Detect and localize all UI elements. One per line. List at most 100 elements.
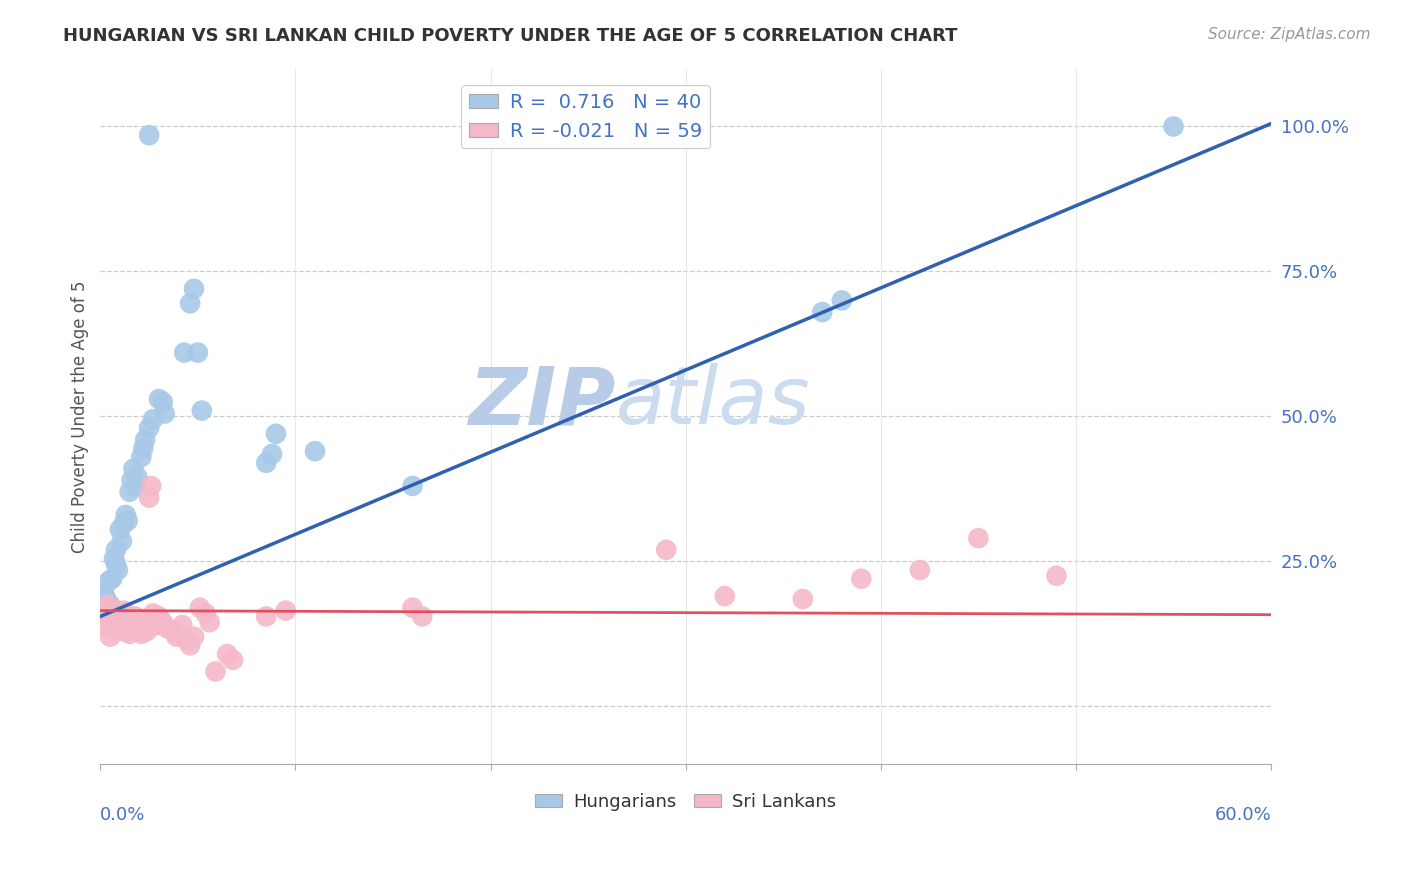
Point <box>112 612 135 626</box>
Point <box>194 607 217 621</box>
Point <box>254 456 277 470</box>
Point <box>811 305 834 319</box>
Point <box>143 612 166 626</box>
Point <box>152 395 174 409</box>
Point <box>112 516 135 531</box>
Point <box>1163 120 1185 134</box>
Point <box>179 296 201 310</box>
Text: 60.0%: 60.0% <box>1215 806 1271 824</box>
Point <box>254 609 277 624</box>
Point <box>967 531 990 545</box>
Point <box>134 621 156 635</box>
Point <box>148 609 170 624</box>
Point <box>118 484 141 499</box>
Point <box>93 618 115 632</box>
Point <box>792 592 814 607</box>
Point <box>908 563 931 577</box>
Point <box>131 450 153 464</box>
Point <box>174 632 197 647</box>
Point <box>98 609 121 624</box>
Point <box>132 615 155 630</box>
Point <box>191 403 214 417</box>
Point <box>122 461 145 475</box>
Point <box>127 624 149 638</box>
Point <box>108 612 131 626</box>
Point <box>188 600 211 615</box>
Point <box>107 563 129 577</box>
Point <box>401 479 423 493</box>
Point <box>118 627 141 641</box>
Y-axis label: Child Poverty Under the Age of 5: Child Poverty Under the Age of 5 <box>72 280 89 553</box>
Point <box>173 345 195 359</box>
Point <box>117 514 139 528</box>
Point <box>304 444 326 458</box>
Point <box>96 592 118 607</box>
Point <box>138 128 160 143</box>
Point <box>98 598 121 612</box>
Text: Source: ZipAtlas.com: Source: ZipAtlas.com <box>1208 27 1371 42</box>
Point <box>162 624 184 638</box>
Point <box>156 621 179 635</box>
Point <box>134 433 156 447</box>
Point <box>142 412 165 426</box>
Point <box>96 600 118 615</box>
Point <box>121 473 143 487</box>
Point <box>713 589 735 603</box>
Point <box>187 345 209 359</box>
Point <box>131 627 153 641</box>
Point <box>655 542 678 557</box>
Text: HUNGARIAN VS SRI LANKAN CHILD POVERTY UNDER THE AGE OF 5 CORRELATION CHART: HUNGARIAN VS SRI LANKAN CHILD POVERTY UN… <box>63 27 957 45</box>
Point <box>101 615 124 630</box>
Text: ZIP: ZIP <box>468 363 616 442</box>
Point <box>122 621 145 635</box>
Point <box>132 442 155 456</box>
Point <box>101 607 124 621</box>
Point <box>104 542 127 557</box>
Point <box>217 647 239 661</box>
Point <box>124 479 146 493</box>
Point <box>165 630 187 644</box>
Point <box>264 426 287 441</box>
Point <box>111 534 134 549</box>
Point <box>114 508 136 522</box>
Point <box>121 615 143 630</box>
Point <box>97 598 120 612</box>
Point <box>183 282 205 296</box>
Point <box>831 293 853 308</box>
Point <box>1045 569 1067 583</box>
Point <box>146 618 169 632</box>
Point <box>411 609 433 624</box>
Point <box>107 604 129 618</box>
Point <box>851 572 873 586</box>
Point <box>103 551 125 566</box>
Point <box>97 574 120 589</box>
Point <box>136 624 159 638</box>
Point <box>204 665 226 679</box>
Point <box>274 604 297 618</box>
Point <box>108 624 131 638</box>
Point <box>148 392 170 406</box>
Point <box>172 618 194 632</box>
Point <box>91 607 114 621</box>
Point <box>128 618 150 632</box>
Text: 0.0%: 0.0% <box>100 806 146 824</box>
Point <box>104 618 127 632</box>
Point <box>401 600 423 615</box>
Point <box>98 630 121 644</box>
Point <box>108 523 131 537</box>
Point <box>103 609 125 624</box>
Point <box>139 479 162 493</box>
Point <box>93 586 115 600</box>
Point <box>260 447 283 461</box>
Point <box>117 624 139 638</box>
Legend: Hungarians, Sri Lankans: Hungarians, Sri Lankans <box>527 786 844 818</box>
Point <box>153 407 176 421</box>
Point <box>222 653 245 667</box>
Point <box>114 609 136 624</box>
Point <box>183 630 205 644</box>
Point <box>124 609 146 624</box>
Text: atlas: atlas <box>616 363 810 442</box>
Point <box>152 615 174 630</box>
Point <box>104 558 127 572</box>
Point <box>198 615 221 630</box>
